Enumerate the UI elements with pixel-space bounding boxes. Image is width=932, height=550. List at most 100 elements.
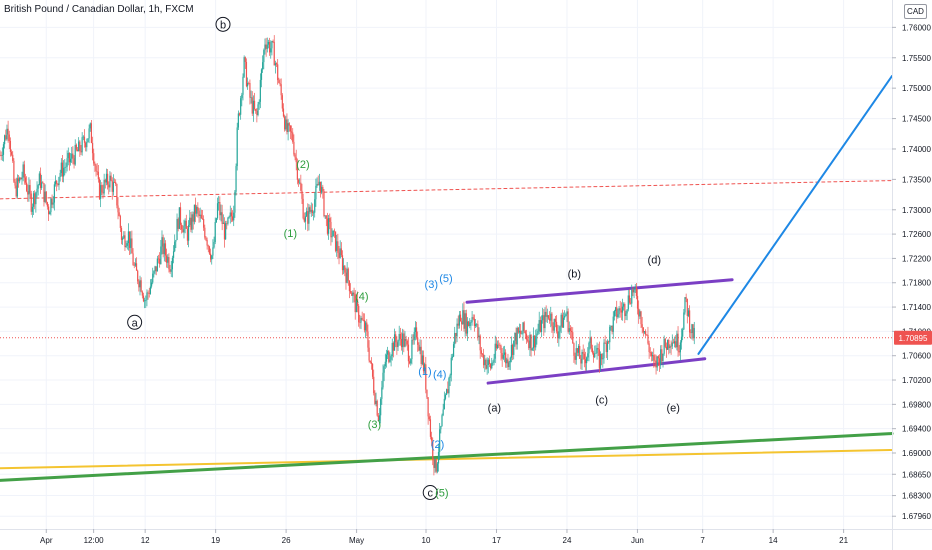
price-tick-label: 1.73000 — [902, 206, 931, 215]
candle-body — [643, 331, 646, 333]
candle-body — [508, 362, 510, 368]
candle-body — [38, 173, 40, 186]
candle-body — [580, 358, 582, 364]
candle-body — [184, 220, 186, 226]
price-tick-label: 1.70600 — [902, 352, 931, 361]
candle-body — [176, 219, 178, 241]
price-axis[interactable]: 1.76000 1.75500 1.75000 1.74500 1.74000 1.735… — [892, 23, 931, 521]
price-tick-label: 1.71400 — [902, 303, 931, 312]
candle-body — [205, 237, 207, 240]
candle-body — [302, 198, 304, 219]
candle-body — [492, 362, 494, 363]
candle-body — [646, 334, 648, 336]
candle-body — [277, 64, 279, 81]
candle-body — [282, 108, 285, 117]
candle-body — [338, 252, 340, 258]
candle-body — [280, 84, 282, 96]
candle-body — [466, 321, 469, 334]
candle-body — [413, 332, 415, 340]
price-tick-label: 1.70200 — [902, 376, 931, 385]
candle-body — [503, 352, 506, 355]
candle-body — [457, 323, 459, 326]
candle-body — [367, 331, 369, 348]
candle-body — [115, 182, 117, 184]
wave-label-circle — [422, 485, 438, 501]
candle-body — [469, 322, 471, 326]
price-tick-label: 1.74500 — [902, 115, 931, 124]
candle-body — [542, 315, 544, 321]
candle-body — [141, 291, 143, 296]
candle-body — [20, 177, 22, 180]
candle-body — [4, 135, 6, 145]
candle-body — [45, 191, 47, 203]
candle-body — [235, 166, 237, 192]
candle-body — [425, 364, 427, 390]
candle-body — [347, 268, 349, 281]
candle-body — [468, 321, 470, 326]
candle-body — [66, 158, 68, 167]
candle-body — [71, 153, 73, 159]
candle-body — [152, 273, 154, 283]
candle-body — [74, 144, 76, 165]
current-price-tag-bg — [894, 330, 932, 345]
candle-body — [596, 348, 598, 354]
candle-body — [465, 313, 467, 334]
candle-body — [219, 201, 221, 216]
candle-body — [324, 215, 326, 217]
time-tick-label: 12:00 — [84, 536, 105, 545]
candle-body — [539, 320, 541, 332]
candle-body — [566, 311, 568, 315]
candle-body — [340, 248, 342, 256]
candle-body — [325, 215, 327, 219]
candle-body — [582, 352, 584, 354]
candle-body — [163, 243, 165, 255]
currency-button[interactable]: CAD — [904, 4, 927, 19]
candle-body — [496, 344, 499, 349]
candle-body — [299, 182, 301, 184]
candle-body — [236, 127, 238, 167]
candle-body — [352, 292, 354, 296]
candle-body — [190, 217, 192, 230]
wave-label: (b) — [568, 269, 581, 281]
time-axis[interactable]: Apr 12:00 12 19 26 May 10 17 24 Jun 7 14 21 — [40, 529, 849, 545]
candle-body — [117, 205, 119, 213]
candle-body — [587, 353, 589, 358]
candle-body — [271, 41, 273, 49]
candle-body — [523, 322, 525, 332]
candle-body — [421, 355, 423, 365]
candle-body — [317, 183, 319, 186]
candle-body — [680, 336, 683, 343]
candle-body — [461, 321, 463, 325]
candle-body — [558, 331, 560, 339]
candle-body — [591, 348, 594, 353]
candle-body — [245, 61, 248, 87]
candle-body — [137, 270, 139, 282]
candle-body — [68, 152, 71, 163]
candle-body — [619, 308, 621, 311]
candle-body — [451, 356, 454, 358]
candle-body — [530, 334, 532, 351]
candle-body — [79, 141, 81, 152]
candle-body — [69, 158, 72, 163]
candle-body — [265, 44, 267, 49]
candle-body — [658, 358, 661, 366]
candle-body — [145, 299, 147, 301]
candle-body — [481, 353, 484, 355]
candle-body — [201, 218, 204, 220]
candle-body — [193, 204, 195, 222]
candle-body — [312, 212, 315, 214]
candle-body — [93, 153, 95, 164]
candle-body — [328, 218, 330, 234]
candle-body — [631, 289, 633, 304]
candle-body — [417, 337, 419, 345]
candle-body — [170, 269, 172, 272]
candle-body — [522, 322, 524, 334]
price-tick-label: 1.69000 — [902, 449, 931, 458]
candle-body — [424, 364, 426, 372]
candle-body — [592, 352, 595, 358]
candle-body — [384, 361, 386, 367]
candle-body — [183, 225, 185, 233]
candle-body — [626, 309, 628, 314]
candle-body — [17, 178, 20, 182]
